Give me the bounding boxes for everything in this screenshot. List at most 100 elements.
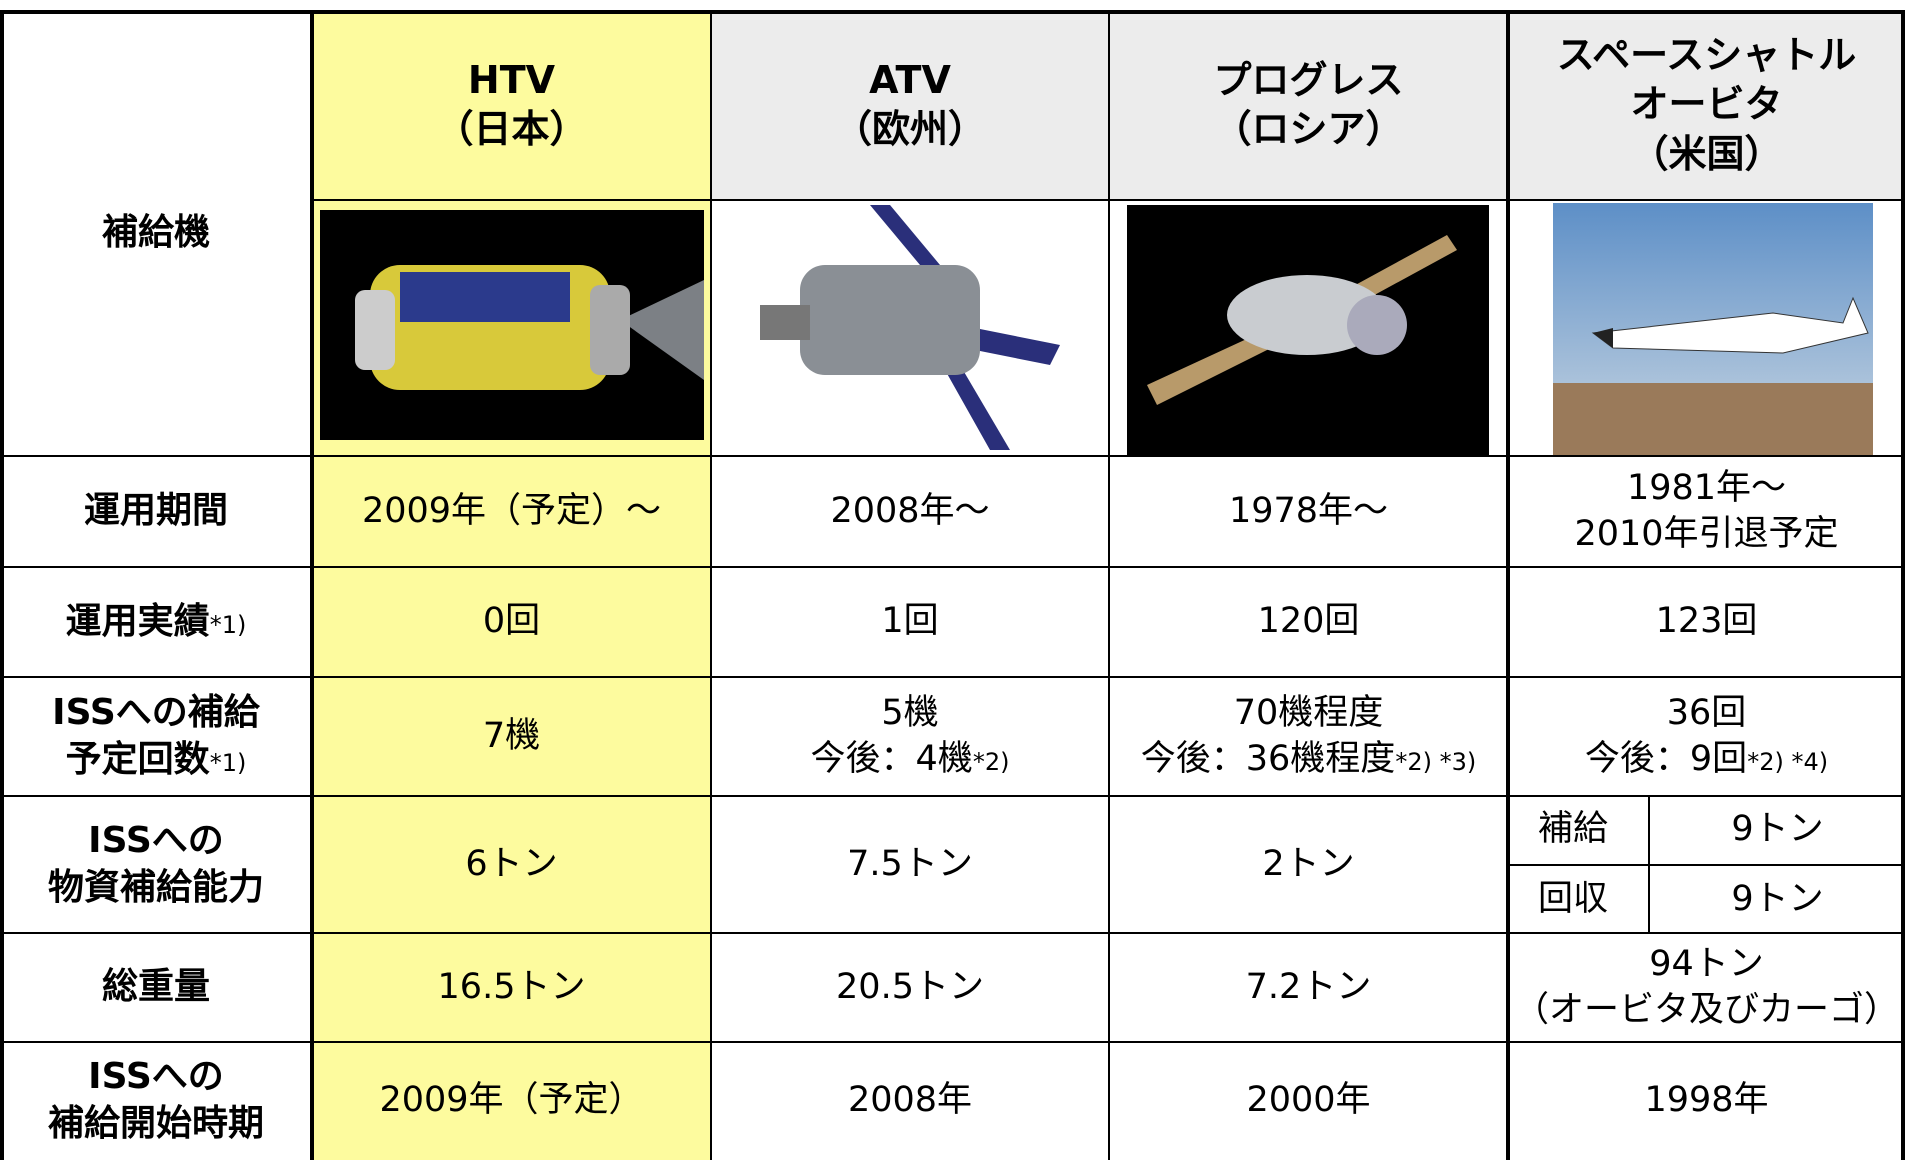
grid-line bbox=[310, 10, 314, 1160]
text-line: 2008年 bbox=[848, 1078, 972, 1124]
text: 7.5トン bbox=[847, 843, 973, 884]
progress-image bbox=[1127, 205, 1489, 455]
grid-line bbox=[0, 1041, 1905, 1043]
data-cell: 7.2トン bbox=[1109, 933, 1508, 1042]
text: 予定回数 bbox=[65, 738, 210, 780]
text: 2008年 bbox=[847, 1080, 973, 1121]
htv-image bbox=[320, 210, 704, 440]
corner-cell: 補給機 bbox=[0, 10, 312, 456]
text: オービタ bbox=[1630, 82, 1783, 127]
vehicle-header: スペースシャトル オービタ （米国） bbox=[1508, 10, 1905, 200]
text-line: （米国） bbox=[1630, 130, 1782, 179]
data-cell: 7機 bbox=[312, 677, 711, 796]
text-line: 今後：4機*2) bbox=[811, 737, 1010, 783]
footnote-mark: *2) *4) bbox=[1747, 747, 1829, 776]
data-cell: 1998年 bbox=[1508, 1042, 1905, 1160]
data-cell: 1981年～ 2010年引退予定 bbox=[1508, 456, 1905, 567]
text: 2008年～ bbox=[830, 490, 990, 531]
text-line: 今後：36機程度*2) *3) bbox=[1141, 737, 1476, 783]
data-cell: 70機程度 今後：36機程度*2) *3) bbox=[1109, 677, 1508, 796]
text-line: 0回 bbox=[483, 599, 540, 645]
text: 9トン bbox=[1731, 809, 1824, 849]
grid-line bbox=[0, 10, 1905, 14]
text: ISSへの bbox=[88, 1056, 224, 1098]
text: 1981年～ bbox=[1626, 468, 1787, 508]
row-label: 運用期間 bbox=[0, 456, 312, 567]
corner-label: 補給機 bbox=[101, 211, 210, 253]
text: 1回 bbox=[881, 601, 939, 642]
text-line: 6トン bbox=[465, 842, 557, 888]
data-cell: 2000年 bbox=[1109, 1042, 1508, 1160]
text: 今後：4機 bbox=[810, 738, 973, 779]
grid-line bbox=[0, 932, 1905, 934]
text: （日本） bbox=[435, 107, 588, 151]
text-line: 今後：9回*2) *4) bbox=[1585, 737, 1828, 783]
text-line: 総重量 bbox=[102, 964, 210, 1011]
sub-cell: 9トン bbox=[1650, 866, 1905, 934]
text: ISSへの bbox=[88, 819, 224, 861]
grid-line bbox=[1108, 10, 1110, 1160]
text-line: 予定回数*1) bbox=[66, 737, 247, 784]
text: HTV bbox=[467, 57, 556, 102]
text-line: 運用実績*1) bbox=[66, 599, 247, 646]
sub-cell: 9トン bbox=[1650, 796, 1905, 864]
text-line: 120回 bbox=[1258, 599, 1360, 645]
text-line: 2009年（予定） bbox=[379, 1078, 643, 1124]
text-line: 7.5トン bbox=[847, 842, 973, 888]
text-line: 5機 bbox=[881, 691, 938, 737]
text-line: 物資補給能力 bbox=[48, 865, 264, 912]
text: 94トン bbox=[1649, 944, 1764, 984]
text: ISSへの補給 bbox=[52, 691, 260, 733]
text-line: オービタ bbox=[1630, 80, 1782, 129]
text: 1978年～ bbox=[1228, 490, 1389, 531]
text-line: 123回 bbox=[1656, 599, 1758, 645]
text: ATV bbox=[869, 57, 951, 102]
text: 5機 bbox=[881, 693, 939, 733]
text: 2000年 bbox=[1246, 1080, 1371, 1121]
text-line: 7機 bbox=[483, 714, 540, 760]
text: 総重量 bbox=[101, 966, 210, 1008]
text: 20.5トン bbox=[836, 966, 984, 1007]
sub-row: 回収 9トン bbox=[1508, 863, 1905, 934]
text-line: ATV bbox=[869, 56, 951, 105]
data-cell: 123回 bbox=[1508, 567, 1905, 677]
grid-line bbox=[710, 10, 712, 1160]
text: 回収 bbox=[1538, 878, 1609, 919]
text-line: （欧州） bbox=[834, 105, 986, 154]
data-cell: 5機 今後：4機*2) bbox=[711, 677, 1109, 796]
text-line: 7.2トン bbox=[1246, 965, 1372, 1011]
vehicle-header: HTV （日本） bbox=[312, 10, 711, 200]
row-label: 総重量 bbox=[0, 933, 312, 1042]
text-line: 1回 bbox=[881, 599, 938, 645]
text: プログレス bbox=[1213, 57, 1404, 102]
vehicle-header: ATV （欧州） bbox=[711, 10, 1109, 200]
data-cell: 2トン bbox=[1109, 796, 1508, 933]
grid-line bbox=[0, 676, 1905, 678]
text: 運用実績 bbox=[65, 600, 210, 642]
grid-line bbox=[0, 566, 1905, 568]
text: 120回 bbox=[1257, 601, 1360, 642]
text-line: （オービタ及びカーゴ） bbox=[1514, 988, 1899, 1034]
text: （オービタ及びカーゴ） bbox=[1513, 989, 1899, 1030]
data-cell: 2008年～ bbox=[711, 456, 1109, 567]
text-line: ISSへの bbox=[88, 818, 224, 865]
text: 9トン bbox=[1731, 878, 1824, 919]
atv-image bbox=[740, 205, 1080, 450]
footnote-mark: *2) *3) bbox=[1395, 747, 1477, 776]
text: 今後：36機程度 bbox=[1140, 738, 1396, 779]
text: （ロシア） bbox=[1213, 107, 1404, 151]
text-line: ISSへの bbox=[88, 1054, 224, 1101]
text-line: 94トン bbox=[1649, 942, 1764, 988]
text-line: 70機程度 bbox=[1234, 691, 1384, 737]
text-line: 2009年（予定）～ bbox=[362, 489, 661, 535]
data-cell: 2009年（予定）～ bbox=[312, 456, 711, 567]
sub-cell: 回収 bbox=[1508, 865, 1650, 933]
text-line: （ロシア） bbox=[1213, 105, 1403, 154]
text-line: ISSへの補給 bbox=[52, 690, 260, 737]
text: 36回 bbox=[1666, 693, 1747, 733]
row-label: ISSへの補給 予定回数*1) bbox=[0, 677, 312, 796]
text-line: 16.5トン bbox=[438, 965, 586, 1011]
text: （欧州） bbox=[833, 107, 986, 151]
text: 今後：9回 bbox=[1584, 738, 1748, 779]
